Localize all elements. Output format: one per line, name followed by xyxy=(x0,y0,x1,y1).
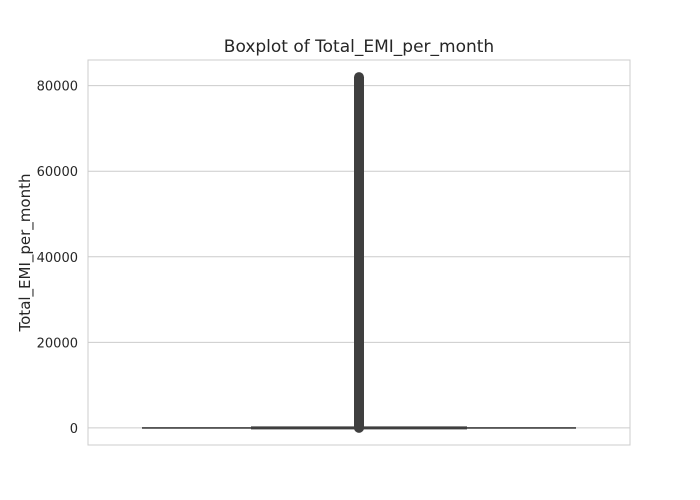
y-tick-label: 0 xyxy=(70,422,78,437)
outlier-points xyxy=(354,72,364,433)
y-tick-label: 80000 xyxy=(37,80,78,95)
y-tick-label: 60000 xyxy=(37,165,78,180)
y-tick-label: 40000 xyxy=(37,251,78,266)
chart-title: Boxplot of Total_EMI_per_month xyxy=(224,37,494,57)
box-layer xyxy=(142,72,576,433)
plot-frame xyxy=(87,59,631,446)
y-ticks: 0 20000 40000 60000 80000 xyxy=(37,80,78,437)
y-axis-label: Total_EMI_per_month xyxy=(16,174,35,333)
y-tick-label: 20000 xyxy=(37,336,78,351)
